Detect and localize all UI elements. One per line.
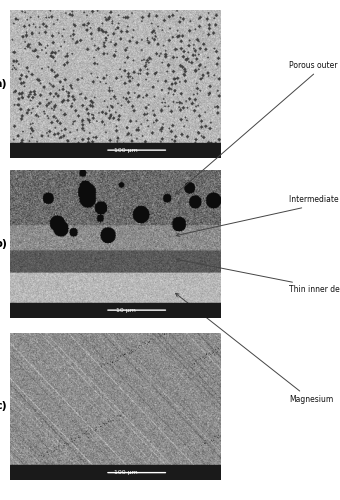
Text: Magnesium: Magnesium bbox=[175, 294, 333, 405]
Bar bbox=[10, 302, 221, 318]
Bar bbox=[10, 143, 221, 158]
Text: Intermediate dense layer: Intermediate dense layer bbox=[176, 196, 340, 236]
Text: b): b) bbox=[0, 239, 7, 248]
Text: Thin inner dense layer: Thin inner dense layer bbox=[176, 258, 340, 294]
Text: 100 μm: 100 μm bbox=[114, 470, 138, 475]
Text: 10 μm: 10 μm bbox=[116, 308, 136, 312]
Text: Porous outer layer: Porous outer layer bbox=[175, 60, 340, 194]
Bar bbox=[10, 465, 221, 480]
Text: 100 μm: 100 μm bbox=[114, 148, 138, 152]
Text: a): a) bbox=[0, 78, 7, 89]
Text: c): c) bbox=[0, 401, 7, 411]
